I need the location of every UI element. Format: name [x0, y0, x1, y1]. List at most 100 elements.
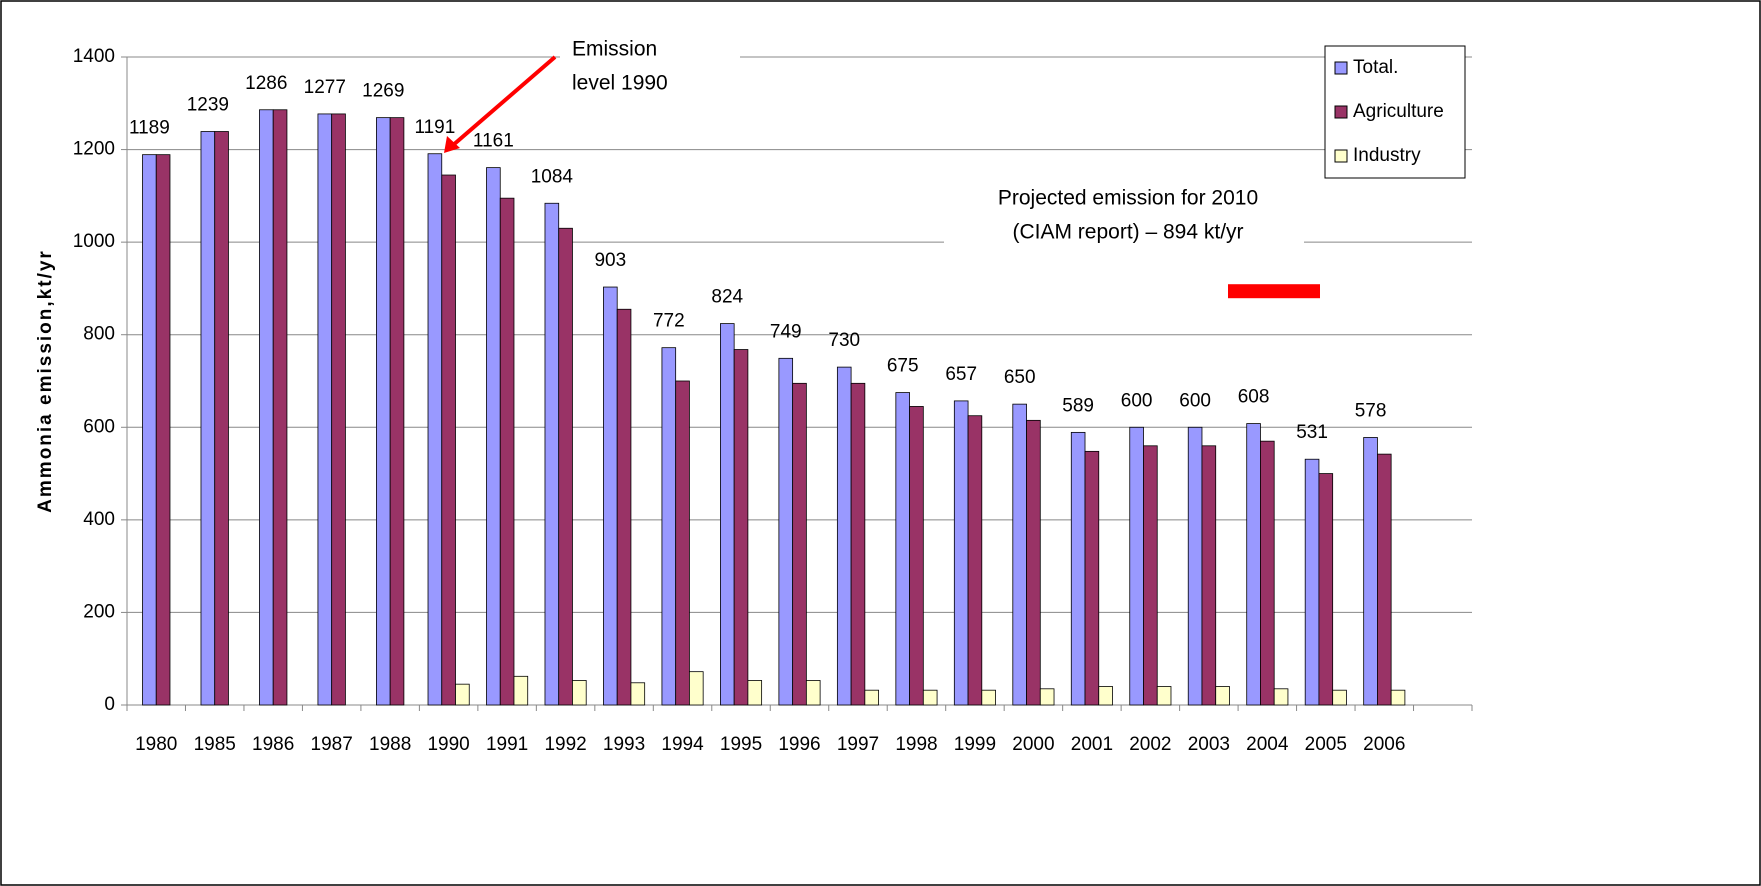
bar — [1377, 453, 1392, 706]
legend-label: Total. — [1353, 57, 1398, 78]
bar — [778, 357, 794, 706]
data-label: 749 — [770, 321, 802, 342]
legend-swatch — [1334, 105, 1348, 119]
bar — [1026, 419, 1041, 706]
bar — [733, 349, 749, 706]
bar — [1098, 686, 1113, 706]
bar — [486, 167, 501, 706]
x-tick-label: 1987 — [311, 734, 353, 755]
y-axis-label: Ammonia emission,kt/yr — [35, 249, 56, 513]
bar — [544, 202, 560, 706]
annotation-text: (CIAM report) – 894 kt/yr — [1012, 221, 1243, 244]
data-label: 1277 — [304, 77, 346, 98]
data-label: 1191 — [414, 117, 455, 138]
bar — [953, 400, 969, 706]
bar — [1129, 426, 1144, 706]
bar — [1084, 450, 1100, 706]
legend-label: Industry — [1353, 145, 1421, 166]
data-label: 1084 — [531, 166, 574, 187]
y-tick-label: 400 — [83, 509, 115, 530]
data-label: 657 — [945, 364, 977, 385]
data-label: 1286 — [245, 73, 287, 94]
bar — [689, 671, 704, 706]
bar — [616, 308, 632, 706]
bar — [1260, 440, 1275, 706]
annotation-text: Emission — [572, 38, 657, 61]
x-tick-label: 2005 — [1305, 734, 1347, 755]
bar — [1039, 688, 1055, 706]
y-tick-label: 1400 — [73, 46, 115, 67]
bar — [850, 382, 866, 706]
bar — [214, 131, 229, 706]
bar — [142, 154, 157, 706]
bar — [1390, 689, 1406, 706]
x-tick-label: 2001 — [1071, 734, 1113, 755]
x-tick-label: 1996 — [778, 734, 820, 755]
bar — [805, 680, 821, 706]
data-label: 772 — [653, 311, 685, 332]
data-label: 1239 — [187, 95, 229, 116]
x-tick-label: 2000 — [1012, 734, 1054, 755]
x-tick-label: 1991 — [486, 734, 528, 755]
data-label: 675 — [887, 356, 919, 377]
bar — [155, 154, 171, 706]
bar — [864, 689, 879, 706]
bar — [331, 113, 346, 706]
x-tick-label: 2003 — [1188, 734, 1230, 755]
bar — [427, 153, 443, 706]
bar — [1332, 689, 1347, 706]
bar — [1143, 445, 1158, 706]
bar — [317, 113, 333, 706]
bar — [1156, 686, 1172, 706]
data-label: 824 — [711, 287, 743, 308]
x-tick-label: 1985 — [194, 734, 236, 755]
y-tick-label: 600 — [83, 416, 115, 437]
data-label: 578 — [1355, 400, 1387, 421]
x-tick-label: 1993 — [603, 734, 645, 755]
projection-mark — [1228, 284, 1320, 299]
bar — [558, 227, 573, 706]
bar — [1318, 473, 1334, 706]
bar — [1273, 688, 1289, 706]
data-label: 531 — [1296, 422, 1328, 443]
bar — [630, 682, 646, 706]
y-tick-label: 200 — [83, 601, 115, 622]
bar — [441, 174, 456, 706]
bar — [792, 382, 807, 706]
arrow-head — [444, 136, 460, 153]
bar — [895, 392, 910, 706]
bar — [1304, 458, 1320, 706]
annotation-bg — [944, 178, 1304, 254]
x-tick-label: 1988 — [369, 734, 411, 755]
bar — [1246, 423, 1261, 706]
data-label: 903 — [594, 250, 626, 271]
data-label: 589 — [1062, 395, 1094, 416]
bar — [1012, 403, 1027, 706]
bar — [499, 197, 515, 706]
bar — [200, 131, 216, 706]
legend-box — [1324, 45, 1466, 179]
data-label: 1189 — [129, 118, 170, 139]
bar — [1201, 445, 1217, 706]
x-tick-label: 1990 — [427, 734, 469, 755]
bar — [1070, 431, 1086, 706]
bar — [747, 680, 763, 706]
bar — [967, 415, 983, 706]
x-tick-label: 1999 — [954, 734, 996, 755]
legend-label: Agriculture — [1353, 101, 1444, 122]
y-tick-label: 1000 — [73, 231, 115, 252]
bar — [661, 347, 677, 706]
legend-swatch — [1334, 61, 1348, 75]
x-tick-label: 1994 — [661, 734, 704, 755]
bar — [981, 689, 996, 706]
data-label: 1269 — [362, 81, 404, 102]
bar — [909, 406, 924, 706]
bar — [1187, 426, 1203, 706]
x-tick-label: 2002 — [1129, 734, 1171, 755]
annotation-text: level 1990 — [572, 72, 668, 95]
annotation-bg — [560, 32, 740, 102]
data-label: 1161 — [473, 131, 514, 152]
x-tick-label: 1997 — [837, 734, 879, 755]
data-label: 650 — [1004, 367, 1036, 388]
data-label: 730 — [828, 330, 860, 351]
